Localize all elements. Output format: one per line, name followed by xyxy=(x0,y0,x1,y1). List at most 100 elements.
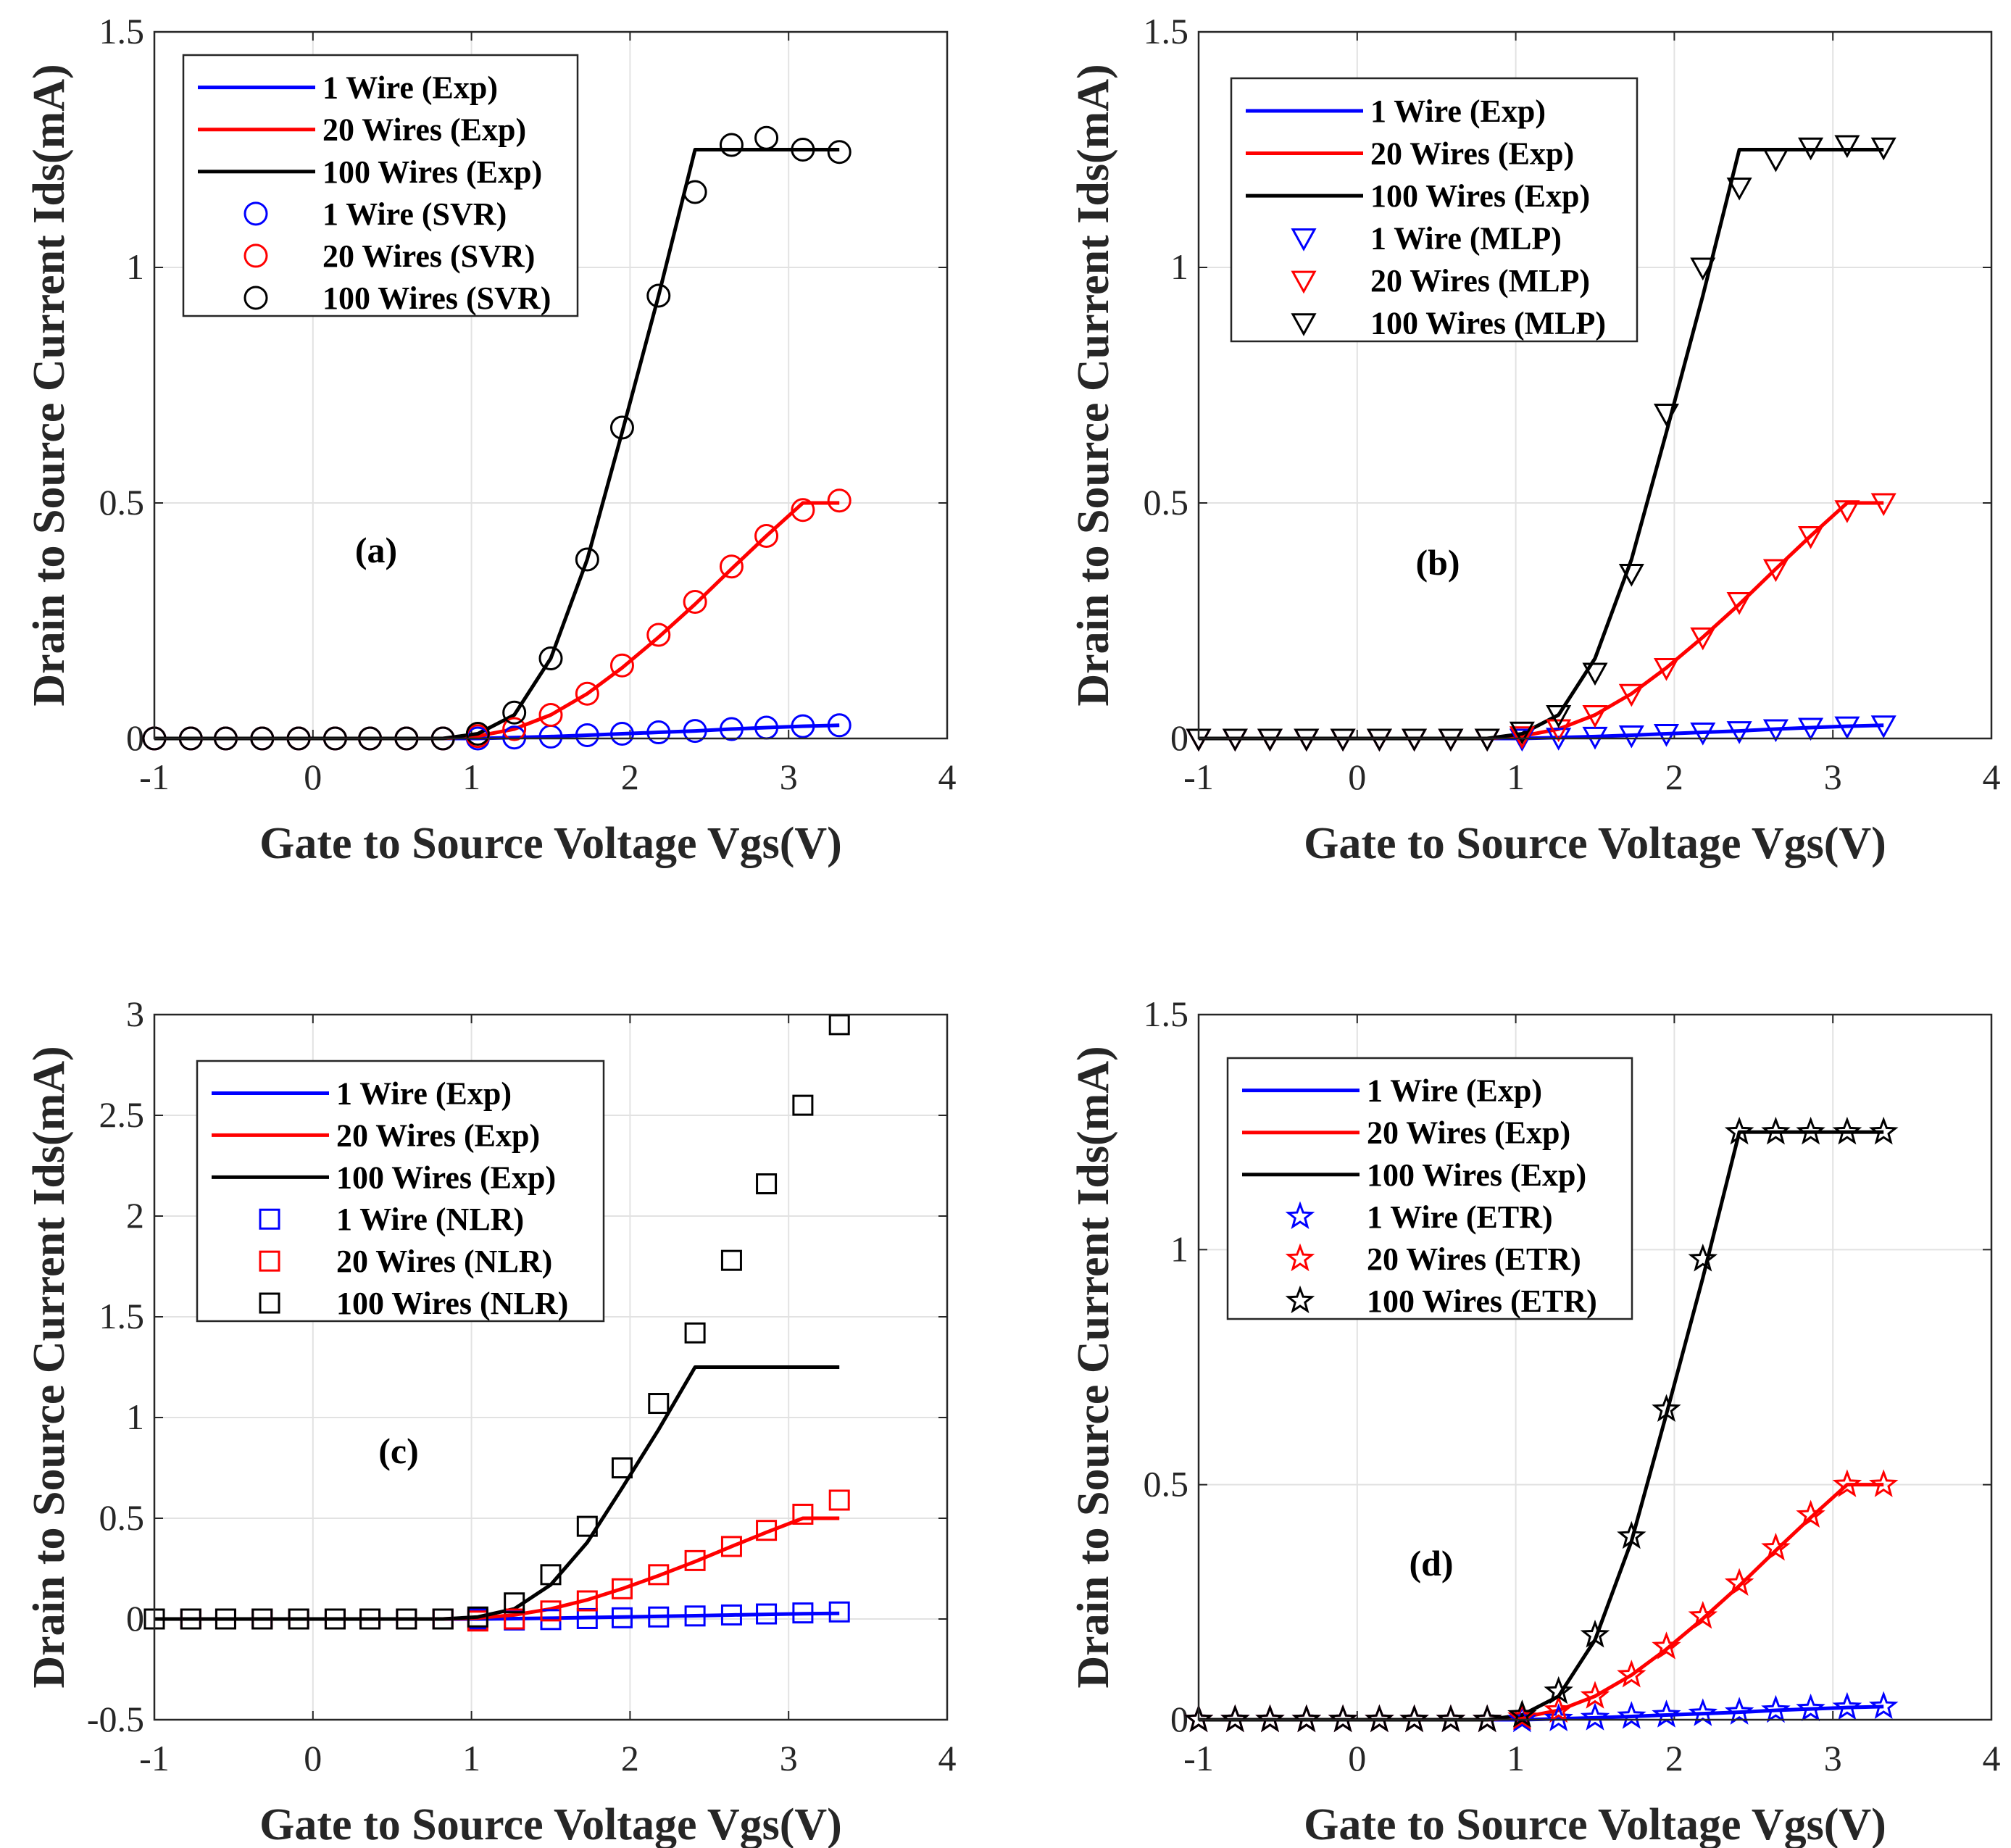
data-point xyxy=(1762,719,1789,743)
legend-marker-swatch xyxy=(1285,1243,1315,1272)
x-tick-label: 1 xyxy=(1507,1738,1525,1778)
y-tick-label: 2.5 xyxy=(99,1094,145,1135)
x-tick-label: 2 xyxy=(1665,1738,1683,1778)
data-point xyxy=(1544,1676,1573,1705)
data-point xyxy=(1582,662,1608,686)
series-markers xyxy=(143,1014,850,1630)
data-point xyxy=(1868,1469,1899,1497)
legend-label: 20 Wires (Exp) xyxy=(1370,136,1574,172)
data-point xyxy=(1688,1601,1718,1629)
legend-marker-swatch xyxy=(1285,1285,1315,1314)
legend-box xyxy=(1230,77,1639,343)
data-point xyxy=(1472,1704,1502,1733)
data-point xyxy=(576,1590,598,1612)
data-point xyxy=(1690,723,1716,746)
x-tick-label: 1 xyxy=(462,1738,480,1778)
legend-item: 20 Wires (Exp) xyxy=(212,1117,540,1153)
x-axis-label: Gate to Source Voltage Vgs(V) xyxy=(259,1800,842,1848)
data-point xyxy=(1330,728,1356,752)
legend-label: 100 Wires (Exp) xyxy=(1370,178,1590,214)
data-point xyxy=(396,1608,417,1630)
data-point xyxy=(1294,728,1320,752)
y-tick-label: 1 xyxy=(1170,246,1188,287)
data-point xyxy=(1652,1631,1681,1660)
legend-marker-swatch xyxy=(1291,270,1317,294)
data-point xyxy=(1832,1469,1862,1497)
data-point xyxy=(720,1536,742,1557)
legend-label: 100 Wires (SVR) xyxy=(322,280,551,316)
legend-item: 100 Wires (Exp) xyxy=(212,1160,556,1195)
data-point xyxy=(1834,135,1860,159)
legend-label: 100 Wires (NLR) xyxy=(336,1286,568,1321)
data-point xyxy=(1618,564,1644,587)
x-axis-label: Gate to Source Voltage Vgs(V) xyxy=(259,819,842,868)
y-tick-label: 3 xyxy=(126,994,144,1034)
panel-label: (c) xyxy=(378,1431,419,1471)
legend-box xyxy=(182,54,579,317)
data-point xyxy=(648,1393,670,1415)
legend-item: 20 Wires (SVR) xyxy=(243,238,535,274)
legend-item: 100 Wires (Exp) xyxy=(198,154,542,190)
data-point xyxy=(1868,1116,1899,1145)
y-tick-label: 1 xyxy=(1170,1228,1188,1269)
legend-label: 1 Wire (Exp) xyxy=(336,1076,512,1112)
series-markers xyxy=(1186,135,1896,752)
data-point xyxy=(1761,1532,1791,1561)
panel-label: (a) xyxy=(355,530,397,570)
x-tick-label: 0 xyxy=(304,757,322,797)
x-tick-label: -1 xyxy=(139,1738,170,1778)
panel-label: (b) xyxy=(1415,542,1460,583)
data-point xyxy=(1220,1704,1250,1733)
legend-item: 1 Wire (Exp) xyxy=(1246,93,1546,129)
data-point xyxy=(1617,1701,1646,1729)
data-point xyxy=(792,1094,814,1116)
data-point xyxy=(1509,726,1535,749)
series-line xyxy=(154,1365,840,1621)
y-tick-label: 1.5 xyxy=(1144,11,1189,51)
x-tick-label: 3 xyxy=(780,1738,798,1778)
data-point xyxy=(502,725,527,750)
legend-item: 1 Wire (NLR) xyxy=(259,1202,524,1237)
data-point xyxy=(576,1515,598,1537)
legend-item: 20 Wires (MLP) xyxy=(1291,263,1590,299)
legend: 1 Wire (Exp) 20 Wires (Exp) 100 Wires (Exp… xyxy=(1226,1057,1633,1320)
y-tick-label: 0 xyxy=(1170,1699,1188,1739)
data-point xyxy=(756,1603,778,1625)
data-point xyxy=(719,717,744,741)
data-point xyxy=(215,1608,236,1630)
data-point xyxy=(180,1608,201,1630)
data-point xyxy=(1761,1116,1791,1145)
legend-marker-swatch xyxy=(243,201,268,226)
x-tick-label: 4 xyxy=(1983,757,2001,797)
data-point xyxy=(792,1503,814,1525)
data-point xyxy=(502,717,527,741)
x-tick-label: 2 xyxy=(621,1738,639,1778)
data-point xyxy=(719,554,744,579)
legend-item: 1 Wire (SVR) xyxy=(243,196,507,232)
x-tick-label: -1 xyxy=(139,757,170,797)
data-point xyxy=(1653,658,1680,681)
legend-marker-swatch xyxy=(259,1292,280,1314)
data-point xyxy=(1366,728,1392,752)
legend-label: 1 Wire (NLR) xyxy=(336,1202,524,1237)
data-point xyxy=(1724,1697,1754,1725)
y-tick-label: 1 xyxy=(126,1397,144,1437)
legend-label: 20 Wires (Exp) xyxy=(1367,1115,1570,1151)
data-point xyxy=(791,498,815,523)
data-point xyxy=(609,653,634,678)
y-axis-label: Drain to Source Current Ids(mA) xyxy=(1069,1046,1118,1688)
data-point xyxy=(538,646,563,670)
x-tick-label: -1 xyxy=(1183,1738,1214,1778)
data-point xyxy=(1726,721,1752,744)
data-point xyxy=(1868,1691,1899,1720)
data-point xyxy=(540,1564,562,1586)
data-point xyxy=(611,1578,633,1599)
data-point xyxy=(575,681,599,706)
x-tick-label: 3 xyxy=(1824,757,1842,797)
data-point xyxy=(609,722,634,746)
data-point xyxy=(1832,1691,1862,1720)
legend-item: 100 Wires (Exp) xyxy=(1246,178,1590,214)
data-point xyxy=(684,1605,706,1627)
data-point xyxy=(575,723,599,747)
